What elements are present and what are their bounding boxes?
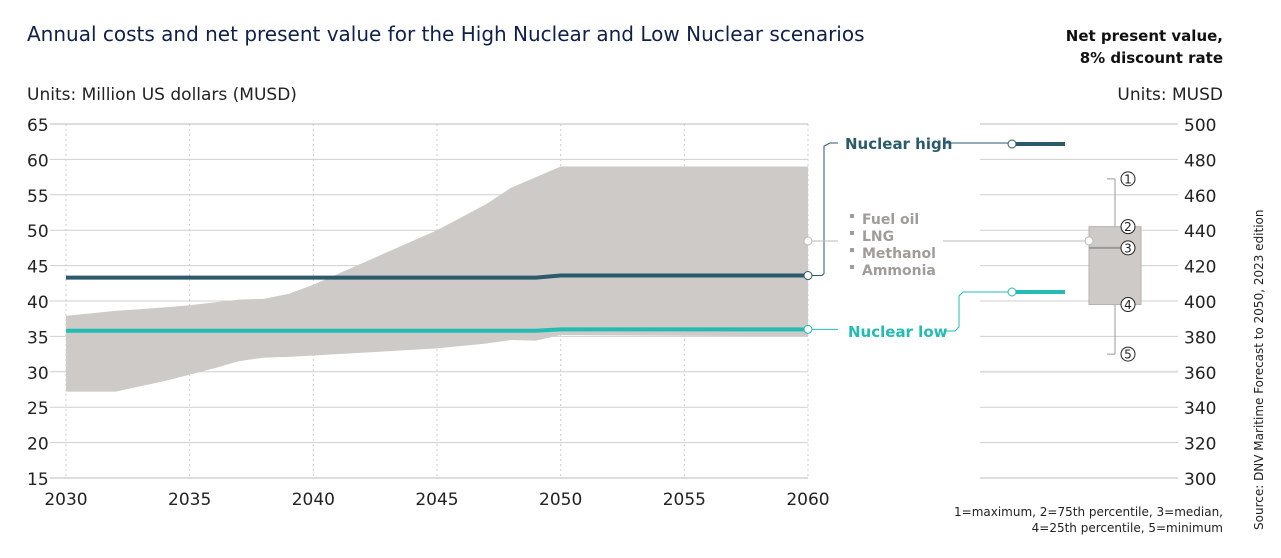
box-label-number: 1: [1124, 172, 1132, 186]
box-label-circle: [1120, 171, 1136, 187]
footnote-line1: 1=maximum, 2=75th percentile, 3=median,: [954, 505, 1223, 519]
source-note: Source: DNV Maritime Forecast to 2050, 2…: [1252, 209, 1266, 530]
box-label-number: 4: [1124, 298, 1132, 312]
footnote-line2: 4=25th percentile, 5=minimum: [1032, 521, 1223, 535]
box-label-number: 5: [1124, 348, 1132, 362]
fossil-legend-bullet: [850, 265, 854, 269]
y-tick-label: 25: [27, 399, 49, 419]
right-tick-label: 500: [1184, 116, 1216, 136]
x-tick-label: 2060: [786, 490, 829, 510]
fossil-legend-item: LNG: [862, 229, 894, 245]
y-tick-label: 60: [27, 151, 49, 171]
fossil-band-marker: [803, 236, 813, 246]
box-iqr: [1088, 226, 1142, 306]
right-tick-label: 360: [1184, 364, 1216, 384]
nuclear-low-line: [66, 327, 808, 333]
nuclear-low-npv-connector: [945, 291, 1012, 332]
fossil-npv-marker: [1084, 236, 1094, 246]
right-tick-label: 320: [1184, 435, 1216, 455]
chart-title: Annual costs and net present value for t…: [27, 22, 865, 46]
y-tick-label: 55: [27, 187, 49, 207]
nuclear-low-end-marker: [803, 324, 813, 334]
nuclear-high-label: Nuclear high: [845, 135, 952, 153]
box-label-circle: [1120, 240, 1136, 256]
nuclear-high-connector: [808, 142, 838, 277]
box-label-number: 2: [1124, 220, 1132, 234]
y-tick-label: 45: [27, 258, 49, 278]
x-tick-label: 2040: [292, 490, 335, 510]
right-tick-label: 460: [1184, 187, 1216, 207]
y-tick-label: 35: [27, 328, 49, 348]
fossil-legend-item: Fuel oil: [862, 212, 919, 228]
right-tick-label: 400: [1184, 293, 1216, 313]
npv-title-line2: 8% discount rate: [1080, 49, 1223, 67]
fossil-legend-bullet: [850, 214, 854, 218]
x-tick-label: 2050: [539, 490, 582, 510]
y-tick-label: 50: [27, 222, 49, 242]
x-tick-label: 2055: [663, 490, 706, 510]
nuclear-low-label: Nuclear low: [848, 323, 948, 341]
y-tick-label: 40: [27, 293, 49, 313]
right-tick-label: 380: [1184, 328, 1216, 348]
npv-title-line1: Net present value,: [1066, 27, 1223, 45]
left-units-label: Units: Million US dollars (MUSD): [27, 85, 297, 105]
right-tick-label: 300: [1184, 470, 1216, 490]
right-tick-label: 420: [1184, 258, 1216, 278]
fossil-legend-item: Ammonia: [862, 263, 936, 279]
y-tick-label: 30: [27, 364, 49, 384]
y-tick-label: 20: [27, 435, 49, 455]
x-tick-label: 2045: [415, 490, 458, 510]
box-label-circle: [1120, 346, 1136, 362]
nuclear-high-npv-marker: [1007, 139, 1017, 149]
right-tick-label: 440: [1184, 222, 1216, 242]
fossil-legend-bullet: [850, 231, 854, 235]
x-tick-label: 2030: [44, 490, 87, 510]
right-units-label: Units: MUSD: [1117, 85, 1223, 105]
fossil-legend-item: Methanol: [862, 246, 936, 262]
y-tick-label: 15: [27, 470, 49, 490]
nuclear-high-end-marker: [803, 271, 813, 281]
box-label-number: 3: [1124, 241, 1132, 255]
box-label-circle: [1120, 219, 1136, 235]
nuclear-high-line: [66, 273, 808, 280]
fossil-legend-bullet: [850, 248, 854, 252]
right-tick-label: 480: [1184, 151, 1216, 171]
nuclear-low-npv-marker: [1007, 287, 1017, 297]
right-tick-label: 340: [1184, 399, 1216, 419]
x-tick-label: 2035: [168, 490, 211, 510]
y-tick-label: 65: [27, 116, 49, 136]
box-label-circle: [1120, 297, 1136, 313]
